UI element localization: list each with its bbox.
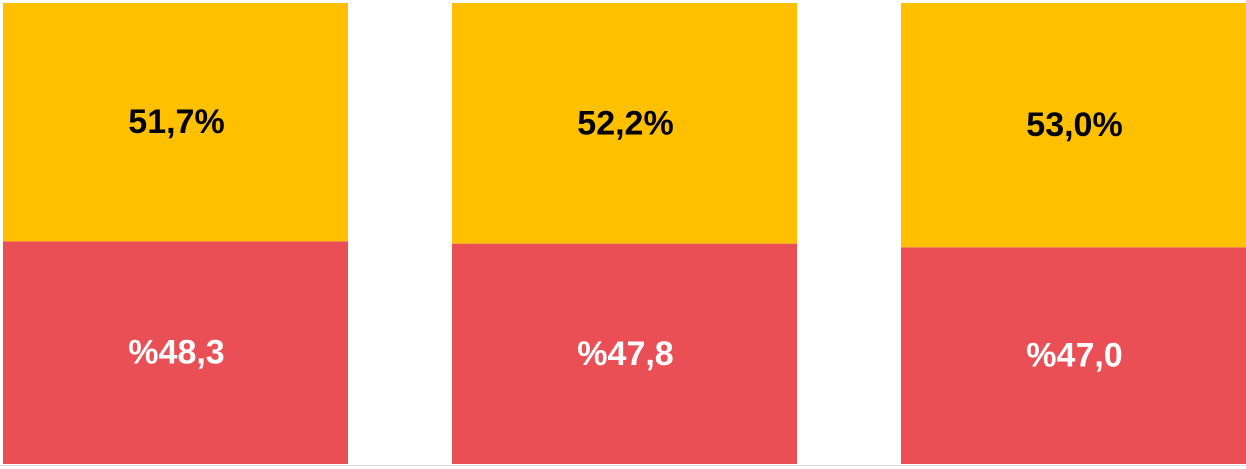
data-label: 53,0% (1026, 106, 1122, 144)
data-label: %47,8 (577, 335, 673, 373)
bar-segment (901, 247, 1246, 464)
bar-segment (3, 3, 348, 242)
bar-segment (3, 241, 348, 464)
data-label: %47,0 (1026, 337, 1122, 375)
data-label: 51,7% (128, 103, 224, 141)
bar-segment (452, 3, 797, 244)
bar-segment (452, 243, 797, 464)
data-label: %48,3 (128, 334, 224, 372)
bar-segment (901, 3, 1246, 248)
data-label: 52,2% (577, 104, 673, 142)
